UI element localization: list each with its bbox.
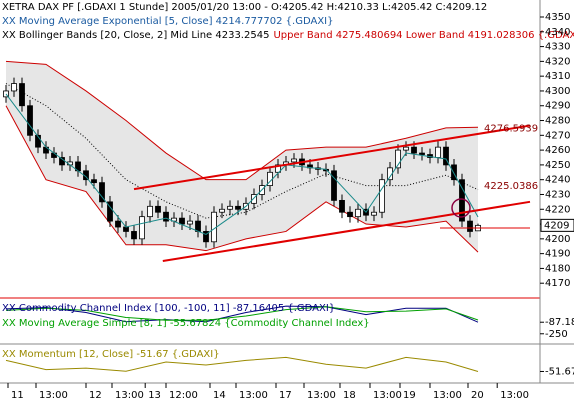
x-tick-label: 12	[89, 390, 102, 401]
candle-body	[91, 179, 97, 184]
candle-body	[219, 208, 225, 213]
bollinger-mid-legend: XX Bollinger Bands [20, Close, 2] Mid Li…	[2, 30, 269, 41]
candle-body	[379, 179, 385, 213]
candle-body	[27, 105, 33, 136]
x-tick-label: 18	[343, 390, 356, 401]
ema-legend: XX Moving Average Exponential [5, Close]…	[2, 16, 333, 27]
last-price-label: 4209	[544, 220, 569, 231]
x-tick-label: 13:00	[115, 390, 144, 401]
candle-body	[451, 164, 457, 181]
candle-body	[355, 208, 361, 218]
candle-body	[331, 170, 337, 201]
y-tick-label: 4350	[545, 12, 570, 23]
y-tick-label: 4280	[545, 116, 570, 127]
last-price-box	[540, 218, 574, 232]
candle-body	[235, 205, 241, 210]
y-tick-label: 4320	[545, 56, 570, 67]
bollinger-area	[6, 61, 478, 253]
x-tick-label: 13:00	[39, 390, 68, 401]
trendline	[133, 124, 531, 191]
y-tick-label: 4170	[545, 278, 570, 289]
candle-body	[227, 205, 233, 210]
y-tick-label: -51.67	[545, 366, 574, 377]
candle-body	[107, 201, 113, 222]
y-tick-label: 4270	[545, 130, 570, 141]
candle-body	[11, 83, 17, 92]
line-series	[5, 356, 479, 372]
x-tick-label: 12:00	[169, 390, 198, 401]
y-tick-label: -250	[545, 329, 568, 340]
y-tick-label: -87.18	[545, 317, 574, 328]
line-series	[5, 306, 479, 321]
x-tick-label: 14	[213, 390, 226, 401]
y-tick-label: 4310	[545, 71, 570, 82]
candle-body	[131, 231, 137, 240]
y-tick-label: 4180	[545, 263, 570, 274]
x-tick-label: 13:00	[373, 390, 402, 401]
trendline-label: 4276.5939	[484, 124, 538, 135]
candle-body	[187, 220, 193, 225]
candle-body	[99, 182, 105, 203]
candle-body	[411, 146, 417, 154]
candle-body	[339, 199, 345, 213]
candle-body	[467, 220, 473, 232]
candle-body	[195, 220, 201, 232]
y-tick-label: 4190	[545, 249, 570, 260]
candle-body	[275, 164, 281, 173]
x-tick-label: 20	[471, 390, 484, 401]
candle-body	[123, 226, 129, 232]
candle-body	[115, 220, 121, 228]
y-tick-label: 4260	[545, 145, 570, 156]
y-tick-label: 4220	[545, 204, 570, 215]
candle-body	[371, 211, 377, 216]
x-tick-label: 13:00	[307, 390, 336, 401]
y-tick-label: 4250	[545, 160, 570, 171]
legend-entry: XX Moving Average Simple [8, 1] -55.6782…	[2, 318, 370, 329]
x-tick-label: 13:00	[500, 390, 529, 401]
candle-body	[163, 211, 169, 222]
x-tick-label: 19	[403, 390, 416, 401]
candle-body	[139, 216, 145, 240]
y-tick-label: 4290	[545, 101, 570, 112]
candle-body	[291, 158, 297, 163]
candle-body	[443, 146, 449, 166]
bollinger-band-legend: Upper Band 4275.480694 Lower Band 4191.0…	[273, 30, 574, 41]
candle-body	[395, 149, 401, 169]
candle-body	[147, 205, 153, 218]
candle-body	[403, 146, 409, 151]
line-series	[5, 305, 479, 323]
candle-body	[251, 194, 257, 204]
legend-entry: XX Commodity Channel Index [100, -100, 1…	[2, 303, 335, 314]
candle-body	[179, 217, 185, 225]
candle-body	[347, 211, 353, 218]
x-tick-label: 17	[279, 390, 292, 401]
y-tick-label: 4240	[545, 175, 570, 186]
bollinger-lower	[5, 105, 479, 253]
candle-body	[459, 179, 465, 222]
legend-entry: XX Momentum [12, Close] -51.67 {.GDAXI}	[2, 349, 220, 360]
bollinger-upper	[5, 60, 479, 181]
x-tick-label: 13:00	[239, 390, 268, 401]
x-tick-label: 13	[148, 390, 161, 401]
candle-body	[203, 231, 209, 243]
y-tick-label: 4230	[545, 189, 570, 200]
y-tick-label: 4200	[545, 234, 570, 245]
bollinger-legend: XX Bollinger Bands [20, Close, 2] Mid Li…	[2, 30, 574, 41]
candle-body	[19, 83, 25, 107]
highlight-circle	[451, 198, 471, 218]
candle-body	[35, 134, 41, 148]
candle-body	[155, 205, 161, 213]
x-tick-label: 11	[11, 390, 24, 401]
trendline-label: 4225.0386	[484, 181, 538, 192]
x-tick-label: 13:00	[433, 390, 462, 401]
chart-title: XETRA DAX PF [.GDAXI 1 Stunde] 2005/01/2…	[2, 2, 487, 13]
y-tick-label: 4330	[545, 42, 570, 53]
ema-line	[5, 93, 479, 235]
y-tick-label: 4340	[545, 27, 570, 38]
candle-body	[419, 152, 425, 155]
candle-body	[51, 152, 57, 158]
y-tick-label: 4300	[545, 86, 570, 97]
candle-body	[435, 146, 441, 158]
